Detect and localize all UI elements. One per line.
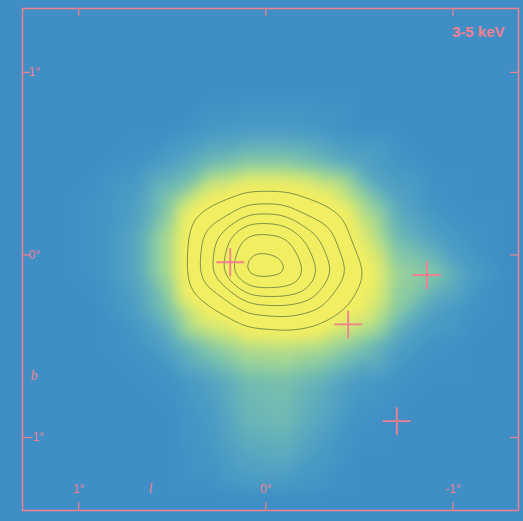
svg-text:-1°: -1° [29,430,45,444]
svg-text:1°: 1° [29,65,41,79]
svg-text:1°: 1° [73,482,85,496]
svg-text:0°: 0° [29,248,41,262]
svg-text:0°: 0° [260,482,272,496]
svg-text:3-5 keV: 3-5 keV [452,23,505,40]
svg-text:b: b [31,368,38,383]
svg-text:l: l [149,481,153,496]
svg-text:-1°: -1° [445,482,461,496]
